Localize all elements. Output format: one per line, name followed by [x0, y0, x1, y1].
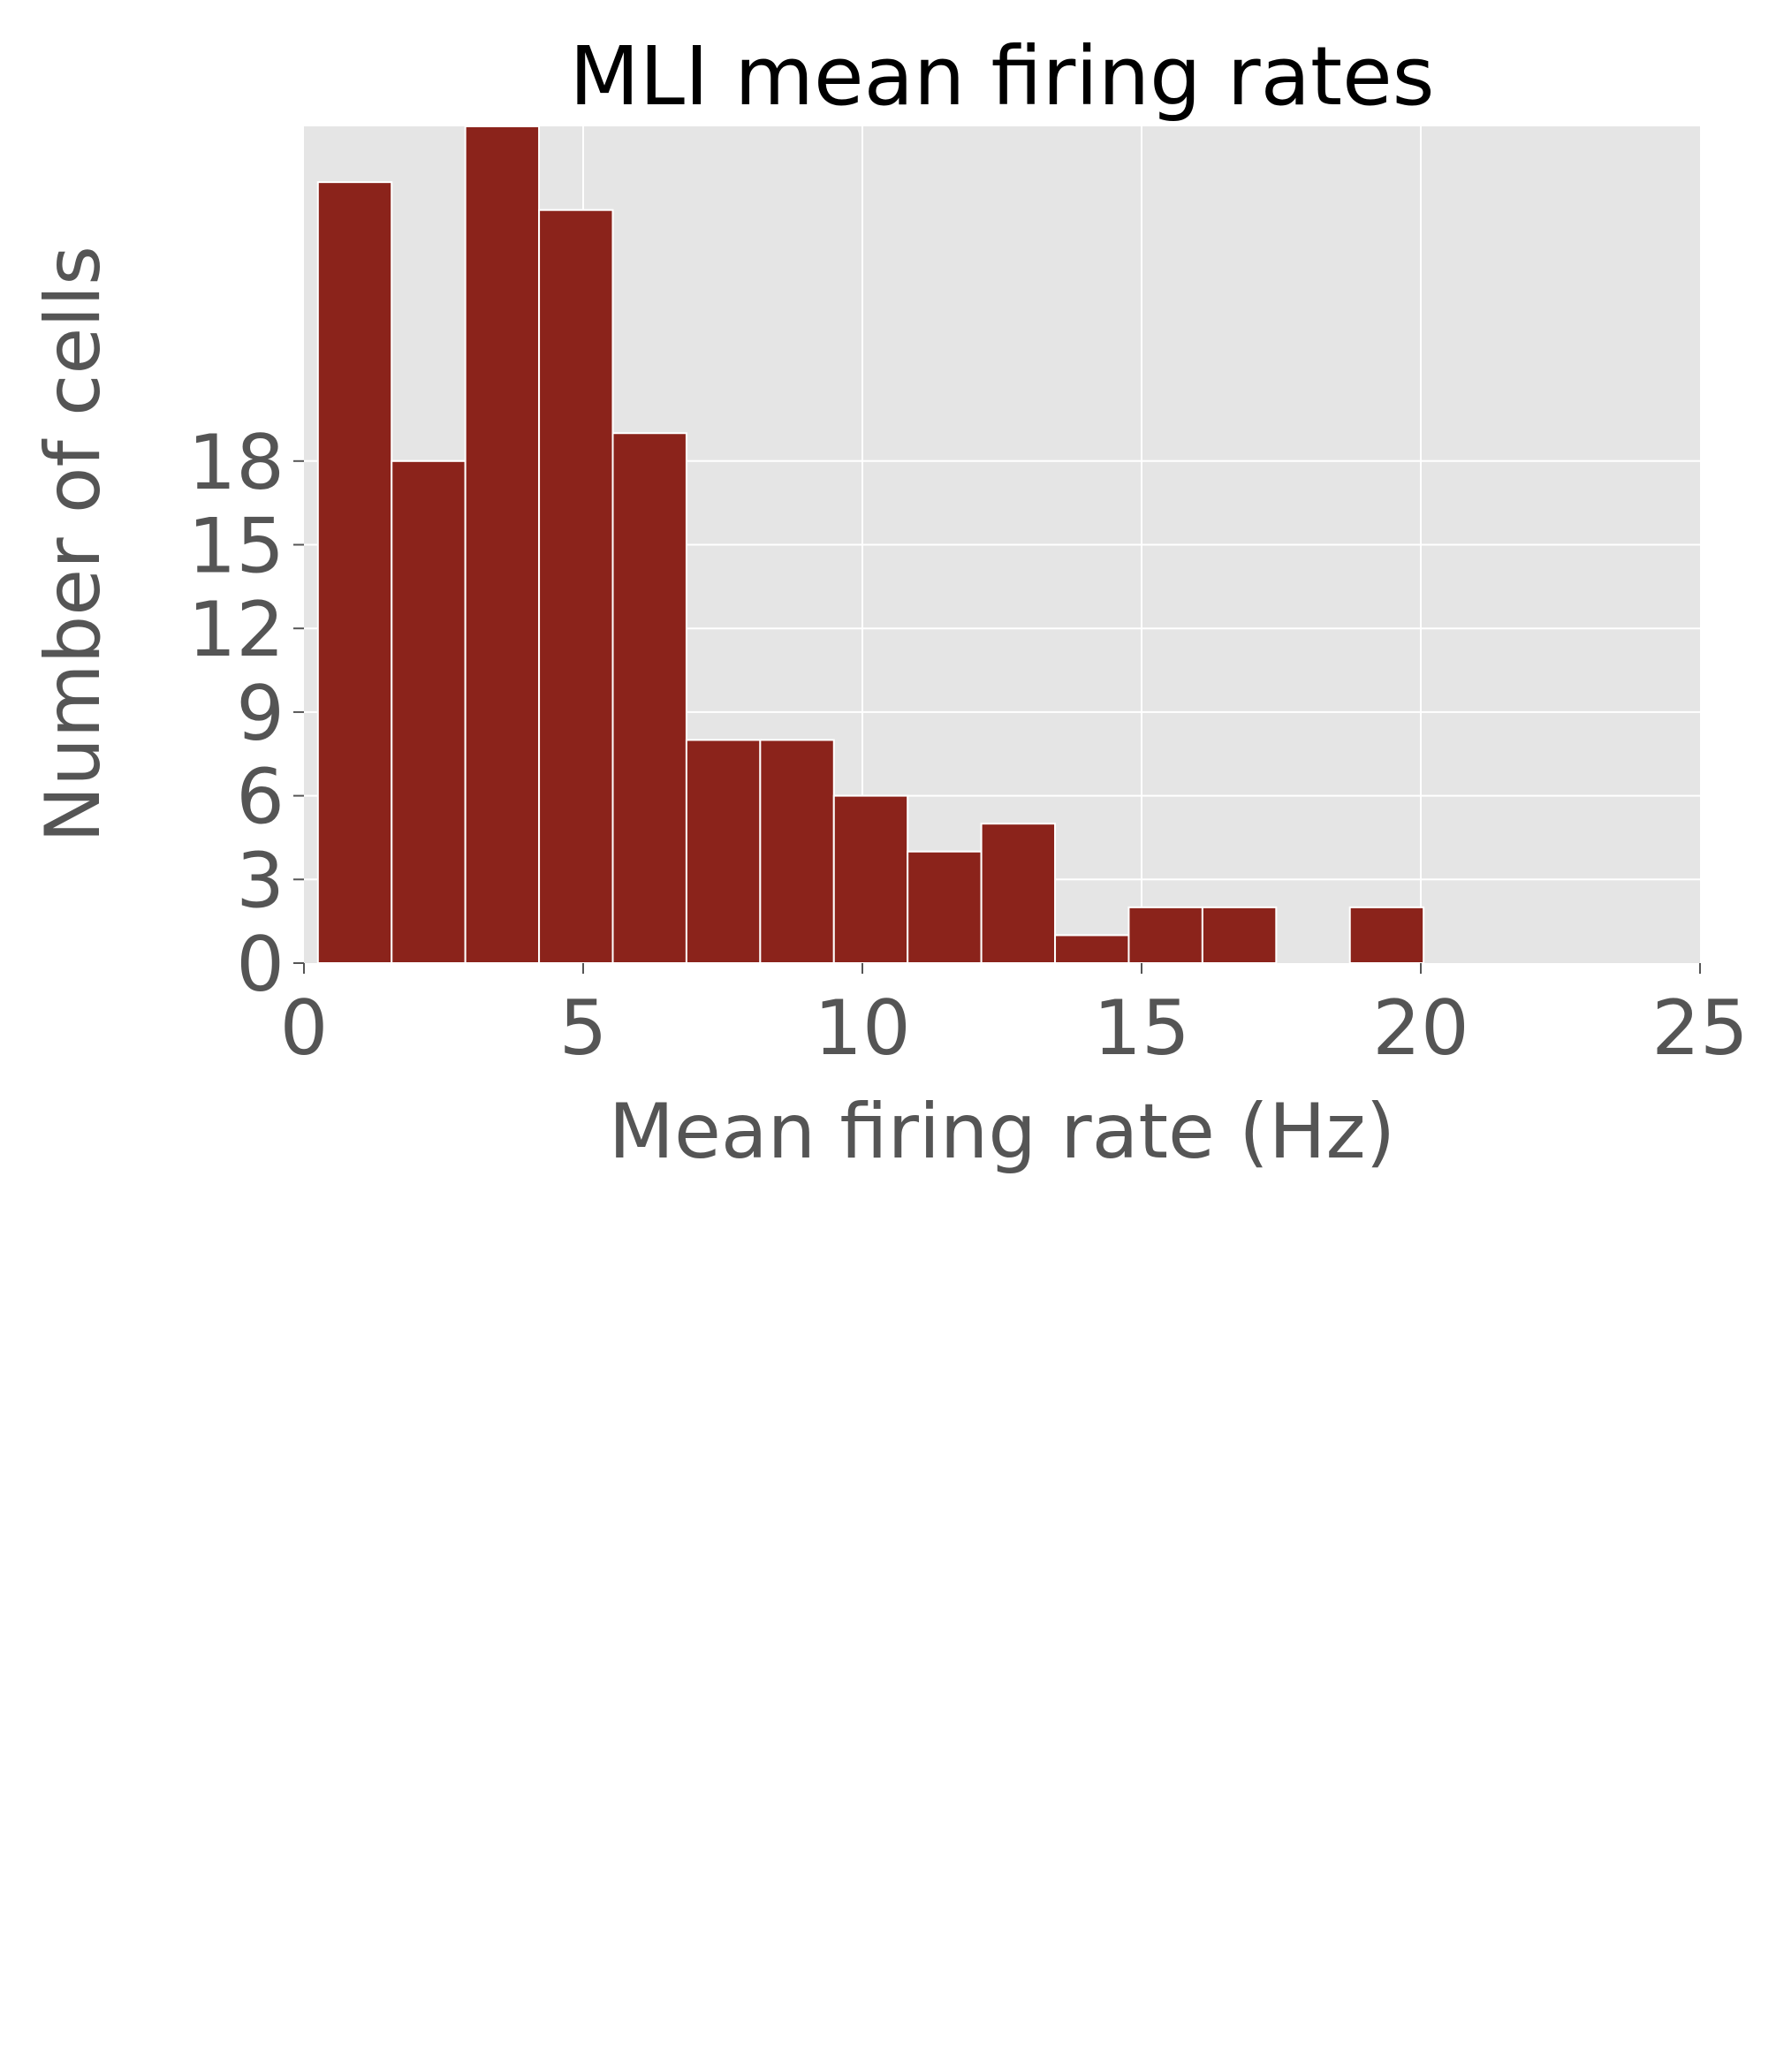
- histogram-bars: [316, 125, 1425, 965]
- histogram-bar: [391, 459, 467, 964]
- x-axis-label: Mean firing rate (Hz): [609, 1088, 1395, 1176]
- y-tick-label: 9: [236, 670, 285, 758]
- chart-title: MLI mean firing rates: [569, 29, 1434, 124]
- histogram-bar: [1054, 934, 1130, 965]
- y-tick-label: 3: [236, 837, 285, 925]
- y-tick-label: 12: [188, 586, 285, 674]
- y-tick-label: 0: [236, 921, 285, 1009]
- histogram-bar: [685, 739, 762, 965]
- histogram-bar: [316, 181, 393, 964]
- y-tick-label: 18: [188, 419, 285, 507]
- histogram-bar: [1348, 906, 1425, 965]
- x-tick-label: 10: [814, 984, 910, 1073]
- histogram-bar: [907, 850, 983, 965]
- histogram-bar: [538, 209, 614, 964]
- histogram-bar: [1127, 906, 1203, 965]
- y-tick-label: 6: [236, 754, 285, 842]
- histogram-bar: [464, 125, 541, 964]
- histogram-bar: [1201, 906, 1278, 965]
- histogram-bar: [832, 794, 909, 964]
- x-tick-label: 0: [280, 984, 329, 1073]
- x-tick-label: 15: [1093, 984, 1189, 1073]
- histogram-bar: [980, 823, 1057, 965]
- y-axis-label: Number of cells: [29, 246, 118, 843]
- histogram-bar: [759, 739, 835, 965]
- y-tick-label: 15: [188, 503, 285, 591]
- x-tick-label: 5: [559, 984, 608, 1073]
- x-tick-label: 25: [1651, 984, 1748, 1073]
- x-axis-ticks: 0 5 10 15 20 25: [280, 963, 1749, 1073]
- histogram-bar: [611, 432, 687, 964]
- x-tick-label: 20: [1372, 984, 1469, 1073]
